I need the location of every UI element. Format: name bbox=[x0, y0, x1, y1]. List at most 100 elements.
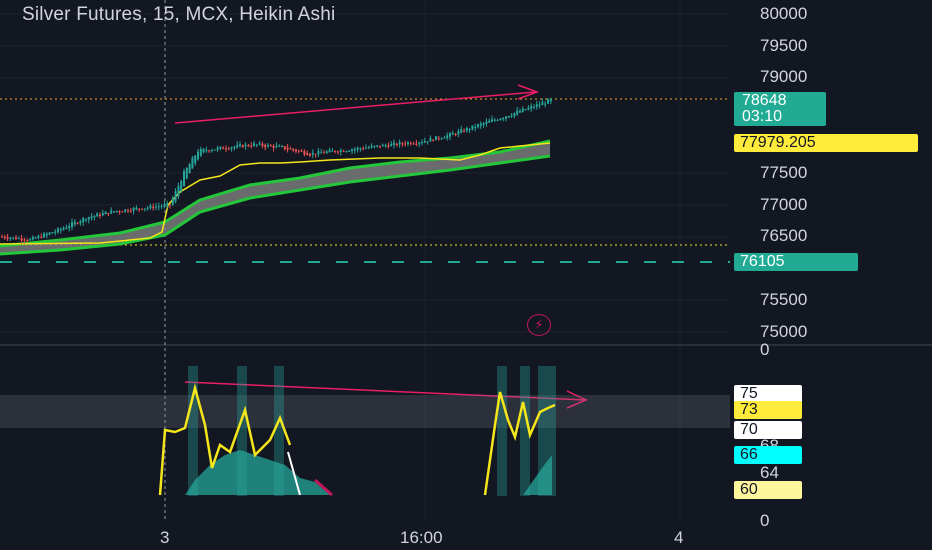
candle bbox=[20, 238, 23, 241]
ma-band-upper bbox=[0, 139, 551, 248]
candle bbox=[132, 208, 135, 211]
candles bbox=[1, 97, 552, 245]
candle bbox=[96, 213, 99, 217]
candle bbox=[255, 144, 258, 146]
candle bbox=[379, 145, 381, 147]
candle bbox=[127, 210, 129, 212]
price-tick: 75000 bbox=[760, 322, 808, 341]
candle bbox=[239, 144, 241, 147]
candle bbox=[155, 206, 157, 208]
trend-line-price[interactable] bbox=[174, 84, 540, 124]
candle bbox=[325, 151, 328, 153]
candle bbox=[219, 146, 222, 149]
candle bbox=[85, 219, 87, 221]
candle bbox=[499, 118, 502, 121]
candle bbox=[485, 121, 488, 124]
candle bbox=[174, 191, 177, 202]
candle bbox=[171, 198, 174, 205]
candle bbox=[191, 157, 194, 169]
candle bbox=[337, 151, 339, 153]
candle bbox=[314, 153, 317, 155]
candle bbox=[149, 205, 152, 209]
indicator-zero-label: 0 bbox=[760, 511, 770, 530]
candle bbox=[107, 213, 110, 215]
candle bbox=[482, 123, 485, 125]
candle bbox=[40, 236, 43, 238]
candle bbox=[118, 211, 121, 213]
candle bbox=[272, 145, 275, 148]
candle bbox=[533, 106, 535, 108]
indicator-badge: 73 bbox=[734, 401, 802, 419]
bar-countdown: 03:10 bbox=[742, 108, 783, 125]
trend-line-indicator[interactable] bbox=[184, 381, 588, 409]
indicator-yellow-line bbox=[158, 383, 556, 496]
candle bbox=[297, 150, 300, 152]
candle bbox=[121, 211, 124, 213]
candle bbox=[29, 239, 31, 241]
candle bbox=[449, 133, 451, 137]
candle bbox=[286, 147, 289, 150]
candle bbox=[468, 129, 471, 131]
candle bbox=[323, 152, 325, 154]
indicator-area bbox=[185, 450, 330, 495]
candle bbox=[258, 143, 261, 145]
flash-icon[interactable]: ⚡ bbox=[527, 314, 551, 336]
time-label: 4 bbox=[674, 528, 684, 547]
candle bbox=[199, 148, 202, 156]
candle bbox=[1, 236, 3, 238]
candle bbox=[292, 148, 295, 151]
candle bbox=[317, 151, 320, 155]
support-value-tag: 76105 bbox=[734, 253, 858, 271]
candle bbox=[222, 147, 225, 149]
candle bbox=[544, 103, 547, 105]
candle bbox=[505, 116, 507, 119]
candle bbox=[395, 143, 398, 146]
candle bbox=[387, 145, 390, 147]
candle bbox=[250, 145, 253, 147]
indicator-tail-white bbox=[287, 451, 301, 496]
candle bbox=[373, 145, 376, 147]
candle bbox=[300, 150, 303, 152]
indicator-badge: 66 bbox=[734, 446, 802, 464]
candle bbox=[519, 110, 521, 113]
price-tick: 79000 bbox=[760, 67, 808, 86]
candle bbox=[309, 154, 311, 156]
candle bbox=[451, 133, 454, 135]
candle bbox=[275, 145, 278, 147]
candle bbox=[216, 147, 219, 150]
candle bbox=[12, 237, 15, 239]
candle bbox=[244, 144, 247, 147]
candle bbox=[93, 215, 96, 218]
candle bbox=[6, 237, 9, 239]
candle bbox=[404, 143, 407, 145]
candle bbox=[432, 139, 435, 141]
candle bbox=[138, 208, 141, 210]
candle bbox=[188, 163, 191, 174]
candle bbox=[367, 147, 370, 149]
candle bbox=[157, 206, 160, 208]
candle bbox=[166, 203, 169, 206]
candle bbox=[278, 145, 281, 147]
candle bbox=[471, 125, 474, 130]
candle bbox=[211, 150, 213, 152]
candle bbox=[370, 145, 373, 148]
candle bbox=[101, 213, 104, 216]
candle bbox=[477, 124, 479, 128]
candle bbox=[236, 144, 239, 148]
candle bbox=[502, 117, 505, 120]
candle bbox=[124, 209, 127, 212]
candle bbox=[516, 110, 519, 115]
candle bbox=[194, 155, 197, 164]
candle bbox=[348, 150, 351, 152]
candle bbox=[197, 151, 199, 160]
candle bbox=[227, 148, 230, 150]
candle bbox=[269, 145, 272, 147]
candle bbox=[510, 115, 513, 117]
candle bbox=[45, 233, 48, 236]
candle bbox=[353, 148, 356, 151]
candle bbox=[264, 144, 267, 148]
candle bbox=[177, 185, 180, 197]
candle bbox=[87, 217, 90, 220]
candle bbox=[71, 222, 73, 228]
